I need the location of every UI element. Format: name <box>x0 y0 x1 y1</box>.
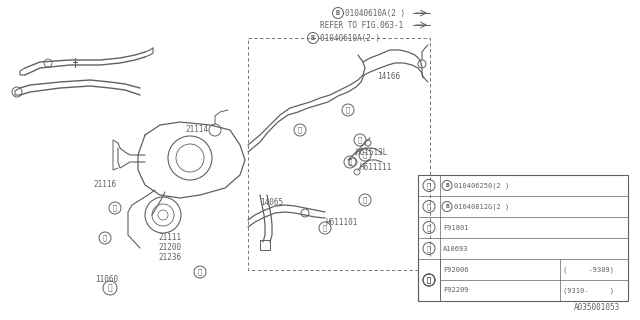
Text: ④: ④ <box>113 205 117 211</box>
Text: ②: ② <box>346 107 350 113</box>
Text: ②: ② <box>427 203 431 210</box>
Text: B: B <box>445 183 449 188</box>
Text: H61513L: H61513L <box>355 148 387 157</box>
Text: ②: ② <box>298 127 302 133</box>
Text: (9310-     ): (9310- ) <box>563 287 614 294</box>
Text: ①: ① <box>427 182 431 189</box>
Text: 21116: 21116 <box>93 180 116 189</box>
Text: A035001053: A035001053 <box>573 303 620 312</box>
Text: 01040610A(2 ): 01040610A(2 ) <box>345 9 405 18</box>
Text: 14166: 14166 <box>377 72 400 81</box>
Text: ⑤: ⑤ <box>427 277 431 283</box>
Text: (     -9309): ( -9309) <box>563 266 614 273</box>
Text: ③: ③ <box>358 137 362 143</box>
Text: ③: ③ <box>427 224 431 231</box>
Text: REFER TO FIG.063-1: REFER TO FIG.063-1 <box>320 20 403 29</box>
Text: ③: ③ <box>323 225 327 231</box>
Text: ⑤: ⑤ <box>363 197 367 203</box>
Text: 010406250(2 ): 010406250(2 ) <box>454 182 509 189</box>
Text: ④: ④ <box>427 245 431 252</box>
Text: 21111: 21111 <box>158 233 181 242</box>
Text: F92209: F92209 <box>443 287 468 293</box>
Text: ③: ③ <box>348 159 352 165</box>
Text: ⑤: ⑤ <box>363 152 367 158</box>
Text: 21200: 21200 <box>158 243 181 252</box>
Text: B: B <box>445 204 449 209</box>
Text: 01040812G(2 ): 01040812G(2 ) <box>454 203 509 210</box>
Text: A10693: A10693 <box>443 245 468 252</box>
Text: 14065: 14065 <box>260 198 283 207</box>
Bar <box>418 259 440 301</box>
Text: H611111: H611111 <box>360 163 392 172</box>
Text: ④: ④ <box>198 269 202 275</box>
Text: ①: ① <box>108 284 112 292</box>
Text: 21236: 21236 <box>158 253 181 262</box>
Text: 01040610A(2 ): 01040610A(2 ) <box>320 34 380 43</box>
Text: 21114: 21114 <box>185 125 208 134</box>
Text: ⑤: ⑤ <box>427 277 431 283</box>
Text: F91801: F91801 <box>443 225 468 230</box>
Bar <box>418 175 628 301</box>
Text: F92006: F92006 <box>443 267 468 273</box>
Text: B: B <box>311 35 315 41</box>
Text: ⑤: ⑤ <box>427 277 431 283</box>
Text: ④: ④ <box>103 235 107 241</box>
Text: 11060: 11060 <box>95 275 118 284</box>
Text: H611101: H611101 <box>325 218 357 227</box>
Text: B: B <box>336 10 340 16</box>
